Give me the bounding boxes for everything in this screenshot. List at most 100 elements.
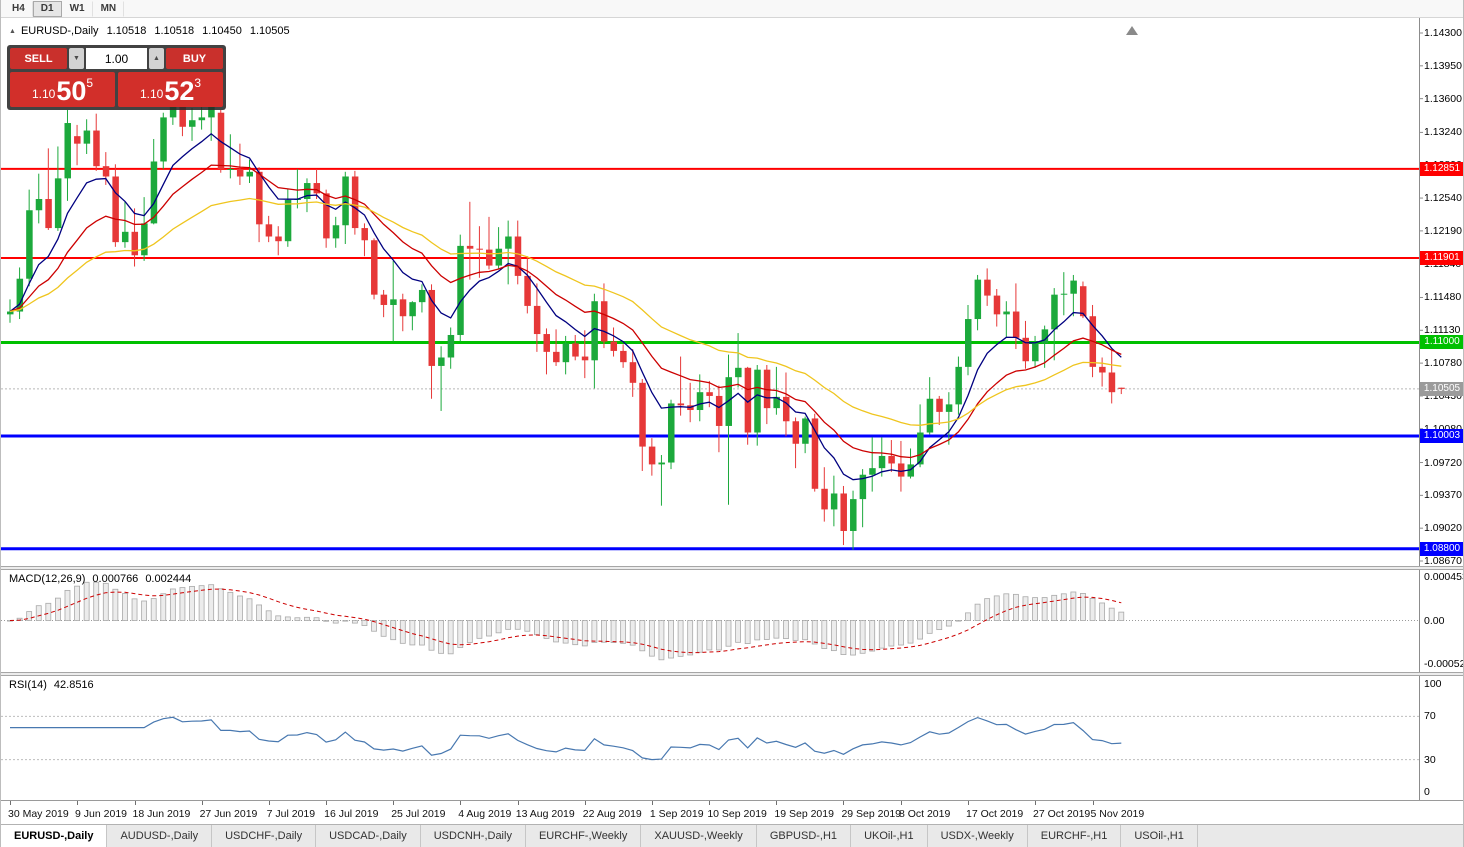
- sell-button[interactable]: SELL: [10, 48, 67, 69]
- timeframe-button-h4[interactable]: H4: [4, 0, 33, 17]
- timeframe-button-d1[interactable]: D1: [32, 0, 62, 17]
- chart-tab-ukoil-h1[interactable]: UKOil-,H1: [851, 825, 928, 847]
- macd-histogram: [7, 581, 1125, 661]
- chart-tab-eurchf-h1[interactable]: EURCHF-,H1: [1028, 825, 1122, 847]
- date-tick: [900, 801, 902, 805]
- date-tick: [843, 801, 845, 805]
- chart-tab-eurchf-weekly[interactable]: EURCHF-,Weekly: [526, 825, 642, 847]
- date-axis-label: 16 Jul 2019: [324, 808, 379, 820]
- rsi-value: 42.8516: [53, 679, 94, 691]
- date-tick: [584, 801, 586, 805]
- macd-name: MACD(12,26,9): [9, 573, 86, 585]
- candlestick-chart[interactable]: [1, 18, 1464, 566]
- date-axis-label: 27 Jun 2019: [199, 808, 258, 820]
- ohlc-high: 1.10518: [154, 25, 195, 37]
- date-tick: [1035, 801, 1037, 805]
- macd-main: 0.000766: [92, 573, 139, 585]
- date-tick: [1092, 801, 1094, 805]
- symbol-marker-icon: ▲: [9, 27, 16, 35]
- candlesticks: [7, 89, 1125, 550]
- volume-input[interactable]: 1.00: [86, 48, 147, 69]
- sell-price-display[interactable]: 1.10 50 5: [10, 72, 115, 107]
- volume-down-icon[interactable]: ▼: [69, 48, 84, 69]
- date-axis[interactable]: 30 May 2019 9 Jun 2019 18 Jun 2019 27 Jun 2…: [1, 800, 1463, 824]
- chart-shift-marker-icon: [1126, 26, 1138, 35]
- sell-price-big: 50: [56, 76, 87, 106]
- timeframe-button-w1[interactable]: W1: [62, 0, 93, 17]
- date-axis-label: 9 Jun 2019: [75, 808, 128, 820]
- price-axis-label: 1.13240: [1424, 126, 1462, 139]
- buy-price-sup: 3: [194, 76, 202, 90]
- chart-tab-eurusd-daily[interactable]: EURUSD-,Daily: [1, 825, 108, 847]
- horizontal-level-lines: [1, 167, 1419, 551]
- timeframe-button-mn[interactable]: MN: [93, 0, 125, 17]
- price-axis-label: 1.10780: [1424, 357, 1462, 370]
- rsi-chart: [1, 676, 1420, 800]
- pane-splitter[interactable]: [1, 672, 1463, 676]
- price-axis-label: 1.09720: [1424, 456, 1462, 469]
- buy-button[interactable]: BUY: [166, 48, 223, 69]
- rsi-axis-label: 100: [1424, 678, 1442, 690]
- date-axis-label: 1 Sep 2019: [649, 808, 704, 820]
- chart-tab-usdcad-daily[interactable]: USDCAD-,Daily: [316, 825, 421, 847]
- macd-axis-bottom: -0.0005205: [1424, 658, 1463, 670]
- date-tick: [268, 801, 270, 805]
- date-tick: [77, 801, 79, 805]
- rsi-pane[interactable]: RSI(14) 42.8516 100 70 30 0: [1, 676, 1463, 800]
- price-tag: 1.11000: [1420, 335, 1463, 350]
- price-chart-pane[interactable]: ▲ EURUSD-,Daily 1.10518 1.10518 1.10450 …: [1, 18, 1464, 567]
- date-axis-label: 30 May 2019: [8, 808, 69, 820]
- price-tag: 1.10003: [1420, 428, 1463, 443]
- chart-tab-usdcnh-daily[interactable]: USDCNH-,Daily: [421, 825, 526, 847]
- date-axis-label: 4 Aug 2019: [458, 808, 512, 820]
- pane-splitter[interactable]: [1, 566, 1463, 570]
- rsi-axis-label: 30: [1424, 753, 1436, 766]
- price-axis-label: 1.08670: [1424, 555, 1462, 567]
- date-axis-label: 19 Sep 2019: [774, 808, 834, 820]
- chart-tab-xauusd-weekly[interactable]: XAUUSD-,Weekly: [641, 825, 757, 847]
- chart-tab-usdx-weekly[interactable]: USDX-,Weekly: [928, 825, 1028, 847]
- date-tick: [460, 801, 462, 805]
- one-click-trade-panel: SELL ▼ 1.00 ▲ BUY 1.10 50 5 1.10 52 3: [7, 45, 226, 110]
- rsi-axis-label: 0: [1424, 786, 1430, 798]
- price-axis-label: 1.11130: [1424, 324, 1461, 337]
- date-axis-label: 25 Jul 2019: [391, 808, 446, 820]
- volume-up-icon[interactable]: ▲: [149, 48, 164, 69]
- macd-pane[interactable]: MACD(12,26,9) 0.000766 0.002444 0.000453…: [1, 570, 1463, 672]
- date-tick: [776, 801, 778, 805]
- chart-tab-gbpusd-h1[interactable]: GBPUSD-,H1: [757, 825, 852, 847]
- chart-tab-usoil-h1[interactable]: USOil-,H1: [1121, 825, 1198, 847]
- macd-chart: [1, 570, 1420, 672]
- ohlc-low: 1.10450: [202, 25, 242, 37]
- ohlc-close: 1.10505: [249, 25, 290, 37]
- overlay-ma-slow: [9, 197, 1122, 426]
- date-axis-label: 18 Jun 2019: [132, 808, 191, 820]
- date-axis-label: 27 Oct 2019: [1033, 808, 1091, 820]
- date-tick: [134, 801, 136, 805]
- buy-price-head: 1.10: [139, 87, 164, 101]
- macd-label: MACD(12,26,9) 0.000766 0.002444: [9, 573, 191, 585]
- price-axis-label: 1.12540: [1424, 192, 1462, 205]
- date-tick: [709, 801, 711, 805]
- date-axis-label: 17 Oct 2019: [966, 808, 1024, 820]
- price-tag: 1.10505: [1420, 381, 1463, 396]
- rsi-line: [10, 716, 1122, 761]
- date-axis-label: 10 Sep 2019: [707, 808, 767, 820]
- price-tag: 1.12851: [1420, 161, 1463, 176]
- date-tick: [201, 801, 203, 805]
- sell-price-sup: 5: [86, 76, 94, 90]
- chart-tab-usdchf-daily[interactable]: USDCHF-,Daily: [212, 825, 317, 847]
- macd-signal-line: [9, 588, 1122, 654]
- price-axis-label: 1.12190: [1424, 224, 1462, 237]
- price-axis-label: 1.13950: [1424, 59, 1462, 72]
- overlay-ma-fast: [9, 132, 1122, 481]
- date-axis-label: 22 Aug 2019: [582, 808, 642, 820]
- rsi-name: RSI(14): [9, 679, 47, 691]
- buy-price-display[interactable]: 1.10 52 3: [118, 72, 223, 107]
- chart-tab-audusd-daily[interactable]: AUDUSD-,Daily: [107, 825, 213, 847]
- symbol-ohlc-line: ▲ EURUSD-,Daily 1.10518 1.10518 1.10450 …: [9, 25, 290, 37]
- date-axis-label: 13 Aug 2019: [515, 808, 575, 820]
- date-tick: [968, 801, 969, 805]
- price-tag: 1.08800: [1420, 541, 1463, 556]
- macd-signal: 0.002444: [145, 573, 192, 585]
